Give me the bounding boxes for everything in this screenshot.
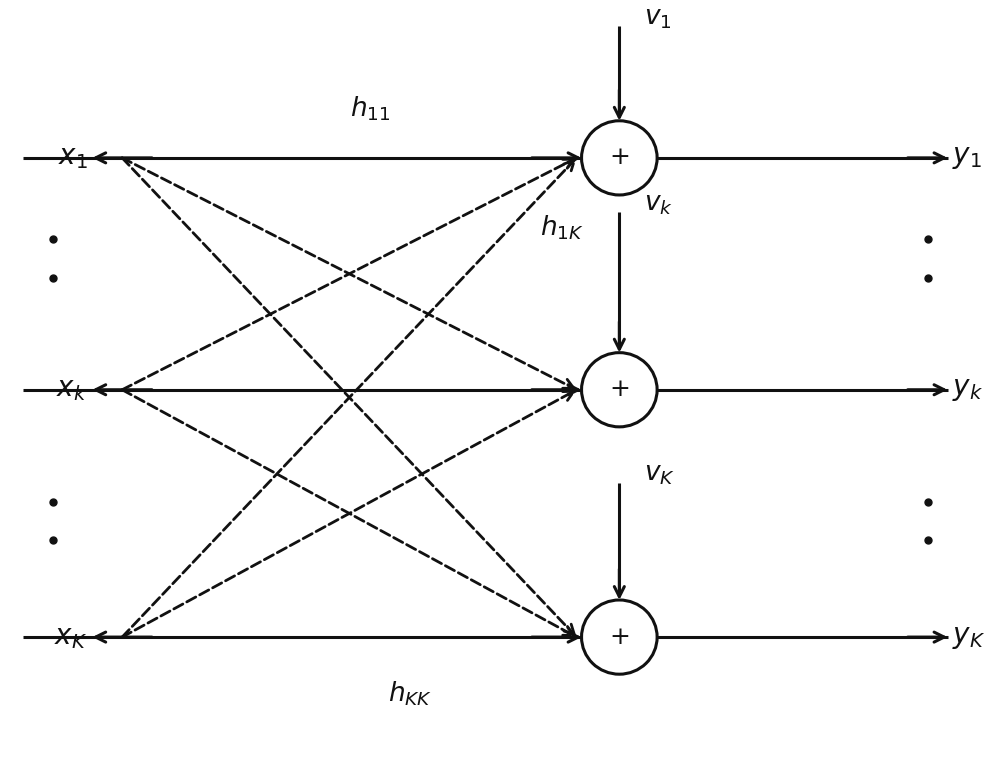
Text: $x_K$: $x_K$ xyxy=(54,624,87,650)
Text: $h_{11}$: $h_{11}$ xyxy=(350,94,391,123)
Text: $v_k$: $v_k$ xyxy=(644,192,673,217)
Text: $h_{1K}$: $h_{1K}$ xyxy=(540,213,584,241)
Text: $v_K$: $v_K$ xyxy=(644,462,675,488)
Text: $v_1$: $v_1$ xyxy=(644,6,672,31)
Text: $x_k$: $x_k$ xyxy=(56,376,87,404)
Text: $y_1$: $y_1$ xyxy=(952,144,982,171)
Text: +: + xyxy=(609,626,630,649)
Text: $y_K$: $y_K$ xyxy=(952,624,986,650)
Text: $h_{KK}$: $h_{KK}$ xyxy=(388,679,433,708)
Text: +: + xyxy=(609,379,630,401)
Text: +: + xyxy=(609,146,630,169)
Text: $x_1$: $x_1$ xyxy=(58,144,87,171)
Text: $y_k$: $y_k$ xyxy=(952,376,984,404)
